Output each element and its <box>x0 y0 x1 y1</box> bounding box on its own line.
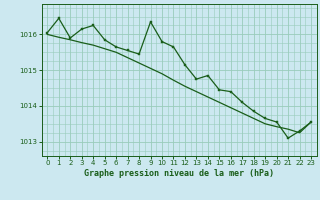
X-axis label: Graphe pression niveau de la mer (hPa): Graphe pression niveau de la mer (hPa) <box>84 169 274 178</box>
